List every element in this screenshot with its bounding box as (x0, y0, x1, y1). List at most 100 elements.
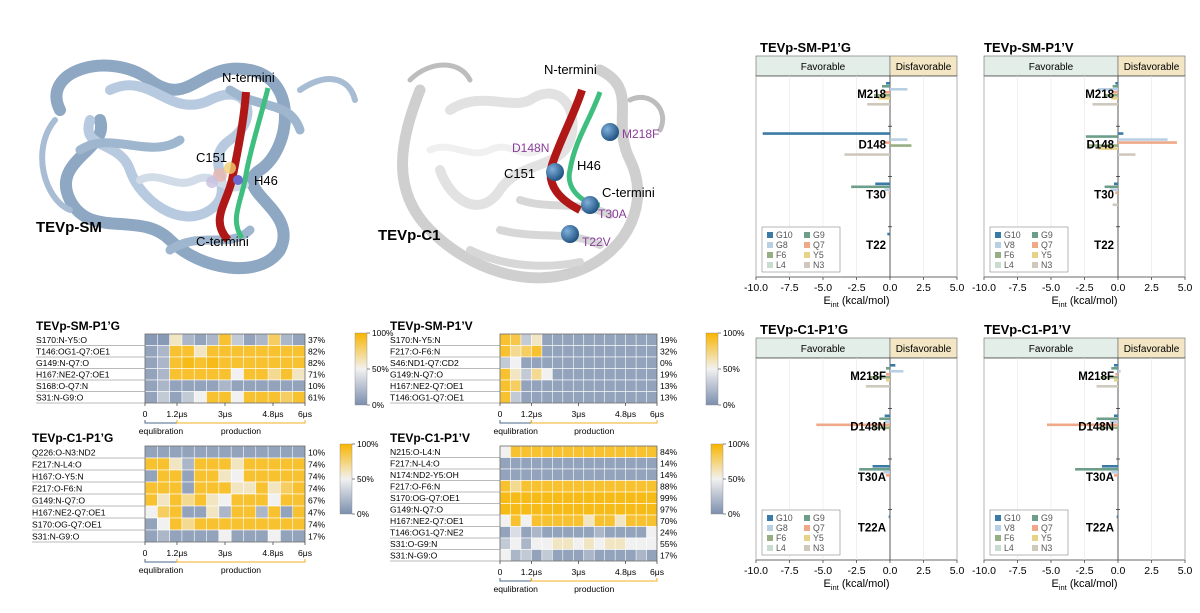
heatmap-cell (541, 480, 553, 493)
heatmap-cell (499, 457, 512, 470)
bar-g9-d148n (1096, 417, 1118, 421)
heatmap-colorbar (705, 332, 719, 406)
heatmap-row-label: S170:N-Y5:N (390, 335, 441, 345)
legend-swatch-v8 (995, 525, 1001, 531)
heatmap-cell (255, 345, 269, 358)
legend-swatch-l4 (767, 262, 773, 268)
heatmap-cell (583, 445, 595, 458)
bar-chart-x-tick-label: -7.5 (780, 565, 798, 577)
heatmap-cell (614, 503, 627, 516)
heatmap-cell (193, 505, 208, 519)
heatmap-cell (206, 345, 220, 358)
heatmap-cell (292, 481, 306, 495)
bar-q7-m218 (883, 91, 890, 94)
mutation-spheres-c1 (546, 123, 619, 243)
heatmap-cell (562, 445, 574, 458)
heatmap-cell (614, 491, 627, 504)
heatmap-cell (520, 391, 532, 404)
bar-f6-d148 (890, 144, 912, 147)
heatmap-cell (230, 493, 245, 507)
heatmap-phase-bracket (144, 420, 178, 424)
bar-chart-x-tick-label: -10.0 (744, 282, 768, 294)
heatmap-cell (510, 537, 522, 550)
bar-chart-legend (989, 509, 1069, 556)
heatmap-colorbar-tick-label: 50% (357, 474, 374, 484)
structure-label-h46-sm: H46 (254, 173, 278, 188)
heatmap-cell (206, 457, 220, 471)
bar-g9-m218f (1111, 367, 1118, 370)
heatmap-cell (646, 537, 658, 550)
heatmap-cell (280, 493, 294, 507)
heatmap-cell (267, 529, 281, 543)
heatmap-cell (552, 514, 564, 527)
heatmap-cell (583, 356, 595, 369)
heatmap-cell (169, 379, 183, 392)
heatmap-cell (531, 480, 543, 493)
legend-label-g10: G10 (1004, 230, 1021, 240)
heatmap-cell (572, 503, 585, 516)
heatmap-cell (520, 356, 532, 369)
heatmap-cell (614, 514, 627, 527)
heatmap-cell (499, 526, 512, 539)
heatmap-cell (541, 468, 553, 481)
heatmap-row-percentage: 10% (308, 381, 326, 391)
heatmap-row-percentage: 19% (660, 335, 678, 345)
heatmap-cell (552, 537, 564, 550)
heatmap-panel-2: TEVp-C1-P1’G Q226:O-N3:ND2 10% F217:N-L4:O 7… (32, 431, 379, 575)
heatmap-phase-bracket (176, 559, 306, 563)
bar-chart-panel-3: TEVp-C1-P1’V Favorable Disfavorable -10.0 -7… (972, 322, 1192, 592)
heatmap-cell (520, 333, 532, 346)
heatmap-row-percentage: 24% (660, 527, 678, 537)
heatmap-cell (635, 445, 648, 458)
heatmap-cell (593, 537, 606, 550)
heatmap-cell (510, 345, 522, 358)
structure-title-c1: TEVp-C1 (378, 227, 441, 244)
heatmap-cell (193, 493, 208, 507)
bar-g9-m218 (1112, 85, 1118, 88)
heatmap-cell (531, 379, 543, 392)
heatmap-row-percentage: 74% (308, 519, 326, 529)
bar-chart-x-axis-label: Eint (kcal/mol) (824, 578, 890, 592)
heatmap-cell (541, 333, 553, 346)
heatmap-cell (583, 391, 595, 404)
bar-chart-panels: TEVp-SM-P1’G Favorable Disfavorable -10.0 -7… (744, 40, 1192, 592)
legend-swatch-l4 (995, 262, 1001, 268)
heatmap-cell (625, 379, 637, 392)
heatmap-cell (181, 379, 195, 392)
heatmap-cell (552, 333, 564, 346)
heatmap-cell (230, 391, 245, 404)
bar-chart-x-tick-label: 0.0 (1111, 282, 1126, 294)
heatmap-cell (280, 469, 294, 483)
heatmap-row-label: G149:N-Q7:O (390, 504, 443, 514)
heatmap-cell (157, 356, 171, 369)
heatmap-cell (593, 368, 606, 381)
structure-label-h46-c1: H46 (577, 158, 601, 173)
heatmap-cell (255, 517, 269, 531)
bar-chart-x-tick-label: -7.5 (1008, 565, 1026, 577)
heatmap-row-percentage: 13% (660, 392, 678, 402)
heatmap-row-label: T146:OG1-Q7:OE1 (390, 392, 464, 402)
heatmap-cell (635, 345, 648, 358)
heatmap-cell (520, 503, 532, 516)
heatmap-cell (280, 529, 294, 543)
bar-chart-legend (761, 226, 841, 273)
bar-chart-category-label: D148 (1087, 139, 1115, 151)
heatmap-cell (552, 457, 564, 470)
heatmap-cell (520, 468, 532, 481)
heatmap-phase-bracket (499, 420, 532, 424)
heatmap-cell (541, 549, 553, 562)
heatmap-cell (520, 549, 532, 562)
heatmap-cell (625, 368, 637, 381)
heatmap-cell (635, 457, 648, 470)
heatmap-row-label: F217:O-F6:N (390, 346, 440, 356)
heatmap-cell (218, 469, 232, 483)
heatmap-cell (230, 469, 245, 483)
heatmap-cell (243, 529, 257, 543)
heatmap-cell (635, 356, 648, 369)
heatmap-cell (230, 505, 245, 519)
heatmap-cell (635, 549, 648, 562)
heatmap-cell (572, 379, 585, 392)
heatmap-row-label: S31:N-G9:O (32, 531, 80, 541)
heatmap-cell (193, 379, 208, 392)
bar-n3-m218f (865, 385, 890, 388)
